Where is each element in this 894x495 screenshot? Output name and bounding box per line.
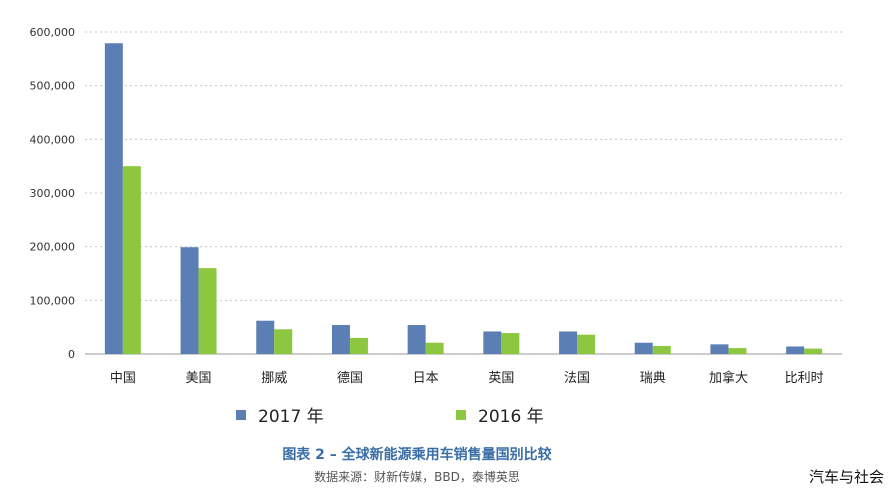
- bar-2017: [559, 331, 578, 354]
- y-tick-label: 400,000: [30, 133, 76, 146]
- x-category-label: 英国: [488, 371, 514, 386]
- legend-label-2016: 2016 年: [478, 407, 544, 427]
- bar-2017: [634, 342, 653, 354]
- legend-item-2017: 2017 年: [236, 402, 324, 427]
- x-category-label: 中国: [110, 371, 136, 386]
- bar-2017: [710, 344, 729, 354]
- bar-2016: [274, 329, 293, 354]
- y-tick-label: 600,000: [30, 26, 76, 39]
- x-category-label: 比利时: [785, 371, 824, 386]
- y-tick-label: 0: [68, 348, 75, 361]
- data-source: 数据来源：财新传媒，BBD，泰博英思: [314, 470, 520, 484]
- bar-2017: [256, 320, 275, 354]
- legend-label-2017: 2017 年: [258, 407, 324, 427]
- legend: 2017 年 2016 年: [0, 402, 894, 427]
- legend-swatch-2016: [456, 409, 466, 420]
- bar-2016: [501, 333, 520, 354]
- x-category-label: 瑞典: [640, 371, 666, 386]
- x-category-label: 法国: [564, 371, 590, 386]
- y-tick-label: 500,000: [30, 80, 76, 93]
- legend-item-2016: 2016 年: [456, 402, 544, 427]
- x-category-label: 德国: [337, 371, 363, 386]
- x-category-label: 挪威: [261, 371, 287, 386]
- bar-2016: [198, 268, 217, 354]
- bar-2017: [786, 346, 805, 354]
- bar-2016: [122, 166, 141, 354]
- y-tick-label: 300,000: [30, 187, 76, 200]
- bar-chart: 0 100,000 200,000 300,000 400,000 500,000 600,…: [30, 26, 842, 386]
- legend-swatch-2017: [236, 409, 246, 420]
- watermark: 汽车与社会: [808, 468, 884, 486]
- bar-2016: [425, 342, 444, 354]
- bar-2017: [104, 43, 123, 355]
- bar-2016: [349, 337, 368, 354]
- bar-2016: [728, 348, 747, 354]
- x-category-label: 日本: [413, 371, 439, 386]
- chart-caption: 图表 2 – 全球新能源乘用车销售量国别比较: [282, 447, 552, 463]
- y-tick-label: 100,000: [30, 294, 76, 307]
- bar-2017: [331, 325, 350, 354]
- bar-2016: [652, 345, 671, 354]
- bar-2016: [577, 334, 596, 354]
- bar-2016: [804, 348, 823, 354]
- x-category-label: 美国: [186, 371, 212, 386]
- bar-2017: [407, 325, 426, 354]
- bar-2017: [180, 247, 199, 354]
- y-tick-label: 200,000: [30, 241, 76, 254]
- x-category-label: 加拿大: [709, 370, 748, 386]
- bar-2017: [483, 331, 502, 354]
